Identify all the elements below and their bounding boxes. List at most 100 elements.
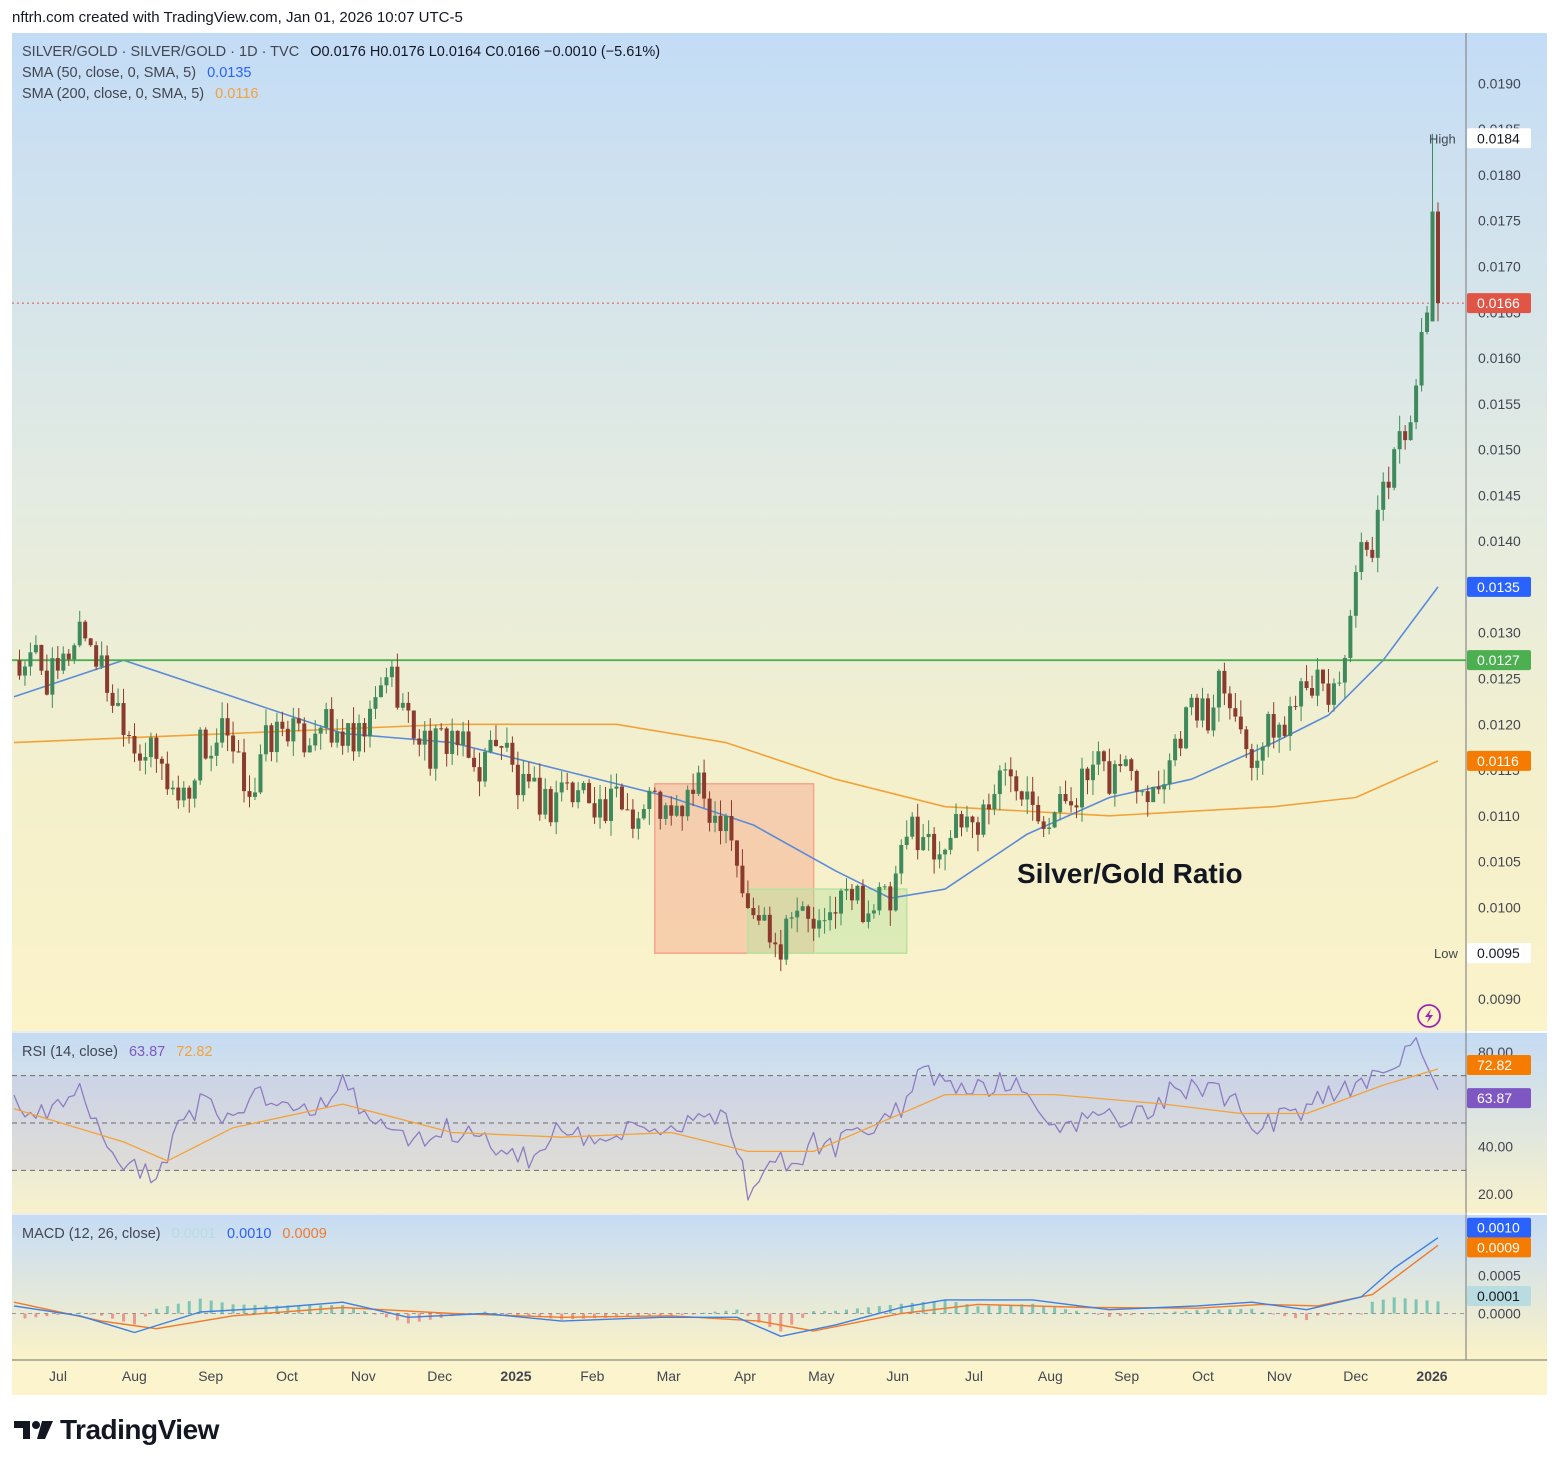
candle-body (1392, 449, 1397, 488)
price-tick-label: 0.0160 (1478, 350, 1521, 366)
candle-body (1310, 688, 1315, 696)
candle-body (181, 787, 186, 801)
macd-histogram-bar (373, 1313, 377, 1315)
candle-body (970, 816, 975, 823)
candle-body (981, 804, 986, 835)
price-tick-label: 0.0100 (1478, 899, 1521, 915)
candle-body (1244, 729, 1249, 750)
sma200-legend: SMA (200, close, 0, SMA, 5) 0.0116 (22, 86, 265, 102)
candle-body (340, 731, 345, 746)
candle-body (1107, 761, 1112, 794)
lightning-icon[interactable] (1417, 1004, 1441, 1028)
high-marker-label: High (1429, 131, 1456, 146)
candle-body (105, 655, 110, 693)
candle-body (1085, 768, 1090, 781)
candle-body (61, 653, 66, 671)
candle-body (565, 782, 570, 784)
candle-body (866, 913, 871, 923)
candle-body (428, 730, 433, 769)
macd-histogram-bar (1359, 1313, 1363, 1315)
candle-body (461, 731, 466, 746)
candle-body (718, 815, 723, 832)
time-tick-label: Jul (965, 1368, 983, 1384)
candle-body (39, 644, 44, 671)
candle-body (1167, 760, 1172, 785)
price-axis: 0.00900.00950.01000.01050.01100.01150.01… (1429, 75, 1531, 1007)
macd-label: MACD (12, 26, close) (22, 1226, 161, 1242)
candle-body (576, 790, 581, 803)
chart-attribution: nftrh.com created with TradingView.com, … (12, 9, 463, 26)
rsi-value-badge-label: 72.82 (1477, 1057, 1512, 1073)
candle-body (472, 757, 477, 768)
candle-body (1266, 714, 1271, 747)
candle-body (839, 890, 844, 914)
price-tick-label: 0.0130 (1478, 625, 1521, 641)
macd-histogram-bar (100, 1313, 104, 1316)
candle-body (1003, 769, 1008, 771)
candle-body (422, 730, 427, 745)
candle-body (1337, 682, 1342, 684)
macd-histogram-bar (910, 1302, 914, 1314)
candle-body (1008, 769, 1013, 777)
macd-histogram-bar (812, 1311, 816, 1314)
chart-canvas[interactable]: 0.00900.00950.01000.01050.01100.01150.01… (12, 33, 1547, 1395)
candle-body (302, 723, 307, 753)
candle-body (680, 805, 685, 817)
candle-body (324, 709, 329, 728)
macd-histogram-bar (1239, 1309, 1243, 1314)
candle-body (713, 815, 718, 823)
candle-body (740, 865, 745, 894)
candle-body (817, 920, 822, 929)
candle-body (1200, 698, 1205, 721)
candle-body (225, 718, 230, 736)
candle-body (307, 745, 312, 753)
candle-body (1255, 760, 1260, 768)
macd-histogram-bar (1272, 1313, 1276, 1315)
candle-body (724, 815, 728, 832)
candle-body (242, 752, 247, 792)
candle-body (570, 782, 575, 803)
candle-body (1134, 770, 1139, 792)
time-tick-label: Nov (1267, 1368, 1292, 1384)
candle-body (543, 788, 548, 815)
symbol-label: SILVER/GOLD · SILVER/GOLD · 1D · TVC (22, 44, 300, 60)
candle-body (608, 788, 613, 821)
macd-histogram-bar (1305, 1313, 1309, 1321)
macd-histogram-bar (998, 1305, 1002, 1314)
rsi-ma-value: 72.82 (176, 1044, 213, 1060)
macd-hist-value: 0.0001 (171, 1226, 216, 1242)
candle-body (795, 910, 800, 918)
price-candles (17, 133, 1440, 972)
macd-histogram-bar (1118, 1313, 1122, 1317)
macd-histogram-bar (1381, 1299, 1385, 1314)
macd-histogram-bar (286, 1305, 290, 1314)
macd-histogram-bar (45, 1313, 49, 1317)
macd-histogram-bar (888, 1304, 892, 1314)
macd-histogram-bar (582, 1313, 586, 1319)
macd-histogram-bar (330, 1305, 334, 1314)
macd-histogram-bar (593, 1313, 597, 1319)
candle-body (800, 906, 805, 911)
candle-body (466, 731, 471, 758)
candle-body (855, 885, 860, 901)
candle-body (1118, 764, 1123, 766)
candle-body (1315, 669, 1320, 696)
candle-body (88, 638, 93, 646)
candle-body (833, 912, 838, 914)
candle-body (986, 804, 991, 810)
macd-histogram-bar (834, 1310, 838, 1314)
macd-histogram-bar (866, 1307, 870, 1314)
candle-body (499, 746, 504, 748)
candle-body (368, 708, 372, 737)
ohlc-readout: O0.0176 H0.0176 L0.0164 C0.0166 −0.0010 … (310, 44, 661, 60)
macd-histogram-bar (187, 1301, 191, 1314)
macd-value-badge-label: 0.0010 (1477, 1220, 1520, 1236)
tradingview-logo-icon (14, 1421, 53, 1439)
candle-body (159, 758, 164, 764)
candle-body (127, 735, 132, 737)
macd-histogram-bar (1217, 1309, 1221, 1314)
macd-histogram-bar (341, 1305, 345, 1314)
candle-body (209, 755, 214, 759)
candle-body (346, 723, 351, 746)
candle-body (263, 725, 268, 755)
